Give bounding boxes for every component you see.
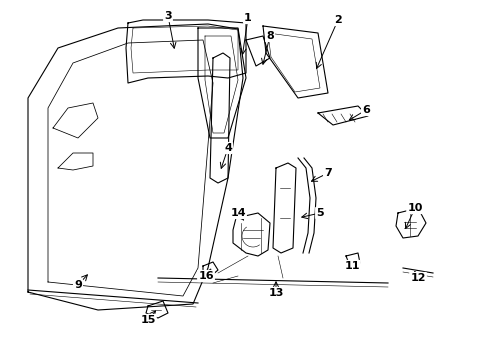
Text: 4: 4	[224, 143, 232, 153]
Text: 9: 9	[74, 280, 82, 290]
Text: 1: 1	[244, 13, 252, 23]
Text: 10: 10	[407, 203, 423, 213]
Text: 14: 14	[230, 208, 246, 218]
Text: 3: 3	[164, 11, 172, 21]
Text: 13: 13	[269, 288, 284, 298]
Text: 8: 8	[266, 31, 274, 41]
Text: 12: 12	[410, 273, 426, 283]
Text: 11: 11	[344, 261, 360, 271]
Text: 16: 16	[198, 271, 214, 281]
Text: 6: 6	[362, 105, 370, 115]
Text: 2: 2	[334, 15, 342, 25]
Text: 5: 5	[316, 208, 324, 218]
Text: 7: 7	[324, 168, 332, 178]
Text: 15: 15	[140, 315, 156, 325]
